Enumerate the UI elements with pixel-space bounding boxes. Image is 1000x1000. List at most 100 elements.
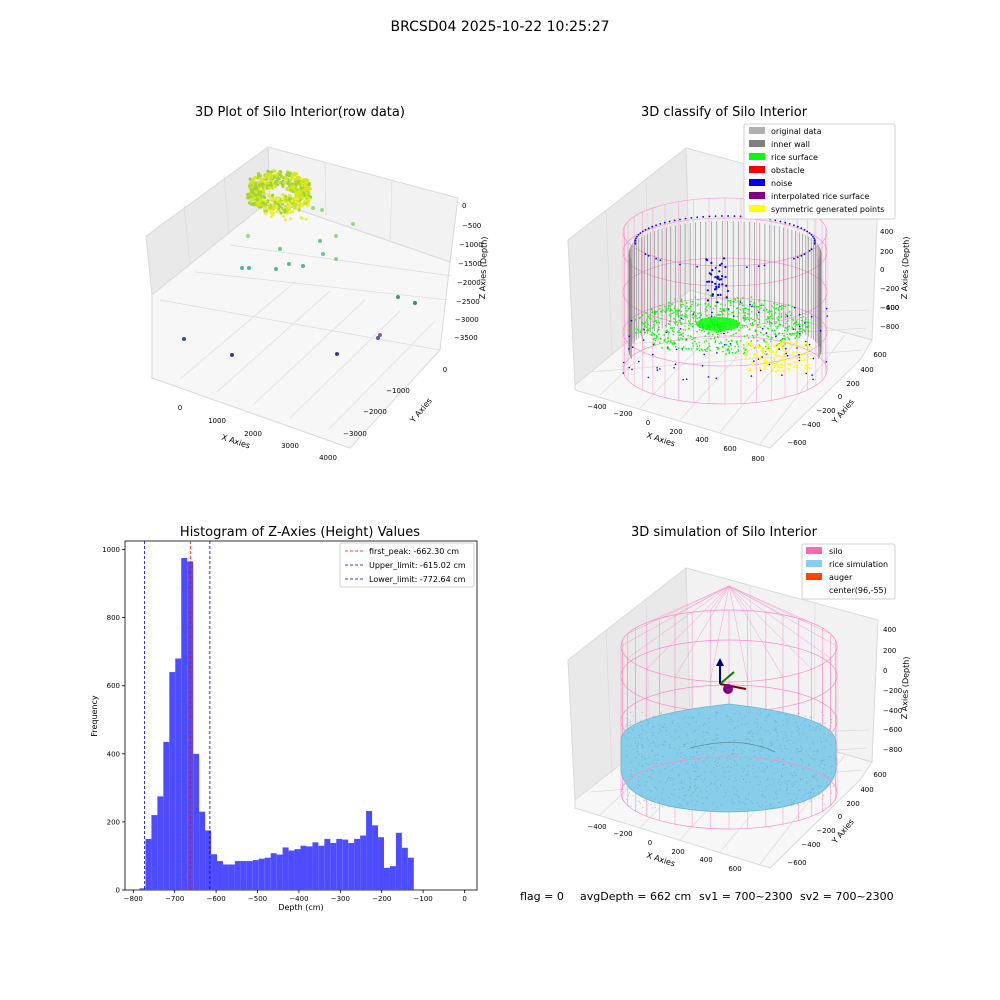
sim-rice-point	[658, 744, 660, 746]
classify-noise-point	[721, 275, 724, 278]
classify-noise-point	[706, 299, 710, 302]
classify-symmetric-point	[769, 350, 772, 353]
classify-rice-point	[743, 347, 745, 349]
classify-noise-point	[708, 215, 711, 218]
sim-rice-point	[758, 767, 760, 769]
sim-rice-point	[682, 800, 684, 802]
classify-symmetric-point	[800, 359, 803, 362]
histogram-xtick-label: −100	[414, 895, 433, 903]
grid-line	[216, 290, 331, 393]
classify-rice-point	[658, 322, 661, 324]
sim-rice-point	[751, 740, 753, 742]
sim-rice-point	[789, 739, 791, 741]
classify-rice-point	[732, 334, 735, 336]
classify-rice-point	[671, 303, 673, 305]
classify-rice-point	[726, 331, 729, 334]
sim-rice-point	[695, 763, 697, 765]
raw-cluster-point	[254, 190, 258, 194]
classify-rice-point	[690, 310, 693, 312]
sim-rice-point	[647, 739, 649, 742]
sim-rice-point	[756, 732, 758, 735]
sim-ztick: −800	[883, 746, 902, 754]
classify-symmetric-point	[780, 345, 783, 348]
classify-symmetric-point	[749, 367, 752, 370]
sim-rice-point	[794, 774, 796, 776]
classify-rice-point	[717, 333, 719, 336]
sim-rice-point	[634, 742, 636, 745]
classify-rice-point	[779, 339, 782, 342]
sim-rice-point	[745, 781, 747, 783]
sim-rice-point	[798, 751, 800, 753]
sim-rice-point	[802, 778, 804, 780]
sim-rice-point	[683, 799, 685, 801]
sim-rice-point	[752, 767, 754, 769]
sim-rice-point	[705, 764, 708, 766]
classify-rice-point	[759, 326, 762, 328]
classify-rice-point	[751, 324, 753, 327]
sim-rice-point	[675, 713, 677, 715]
classify-rice-point	[753, 347, 756, 349]
sim-auger-x-arrow	[719, 683, 747, 690]
sim-rice-point	[790, 803, 792, 805]
raw-cluster-point	[259, 193, 263, 197]
sim-rice-point	[713, 783, 715, 785]
classify-rice-point	[700, 314, 702, 317]
classify-noise-point	[637, 233, 640, 236]
sim-rice-point	[663, 744, 665, 747]
classify-rice-point	[665, 308, 667, 310]
sim-rice-point	[794, 783, 796, 785]
classify-symmetric-point	[789, 344, 791, 347]
classify-ytick: 0	[838, 393, 842, 401]
sim-rice-point	[661, 798, 663, 800]
classify-noise-point	[800, 254, 803, 257]
grid-line	[749, 584, 753, 726]
sim-rice-point	[769, 733, 771, 735]
sim-rice-point	[708, 721, 710, 723]
grid-line	[229, 244, 453, 277]
classify-rice-point	[788, 325, 790, 327]
classify-rice-point	[796, 334, 798, 337]
classify-noise-point	[796, 225, 799, 228]
classify-rice-point	[770, 336, 773, 339]
sim-rice-point	[784, 745, 786, 747]
classify-noise-point	[652, 353, 654, 356]
sim-rice-point	[780, 731, 782, 733]
classify-rice-point	[790, 334, 793, 336]
classify-symmetric-point	[794, 361, 797, 364]
raw-xtick: 0	[178, 404, 182, 412]
sim-rice-point	[644, 714, 647, 717]
sim-rice-point	[818, 797, 820, 799]
classify-symmetric-point	[796, 361, 799, 364]
classify-rice-point	[698, 341, 700, 344]
sim-rice-point	[693, 767, 695, 769]
raw-cluster-point	[305, 178, 310, 182]
classify-noise-point	[793, 306, 796, 309]
histogram-bar	[205, 830, 212, 890]
sim-rice-point	[681, 779, 683, 781]
sim-rice-point	[668, 746, 671, 749]
raw-outlier-point	[247, 266, 251, 270]
sim-rice-point	[670, 777, 673, 779]
classify-rice-point	[732, 305, 735, 307]
classify-rice-point	[720, 303, 722, 305]
sim-rice-point	[790, 735, 793, 737]
sim-rice-point	[691, 717, 693, 719]
classify-noise-point	[711, 280, 714, 284]
sim-rice-point	[800, 749, 803, 752]
classify-ztick: −800	[880, 323, 899, 331]
grid-line	[605, 629, 613, 776]
sim-rice-point	[672, 721, 674, 723]
raw-cluster-point	[307, 198, 311, 202]
classify-rice-point	[734, 345, 737, 348]
sim-rice-point	[702, 752, 704, 754]
classify-xtick: 600	[723, 445, 736, 453]
sim-rice-point	[809, 716, 811, 718]
sim-rice-point	[689, 777, 691, 779]
classify-noise-point	[656, 369, 659, 371]
grid-line	[194, 271, 449, 301]
classify-noise-point	[825, 361, 828, 363]
classify-rice-point	[771, 305, 773, 307]
sim-rice-point	[676, 730, 678, 733]
histogram-bar	[395, 832, 402, 890]
classify-noise-point	[675, 348, 678, 351]
